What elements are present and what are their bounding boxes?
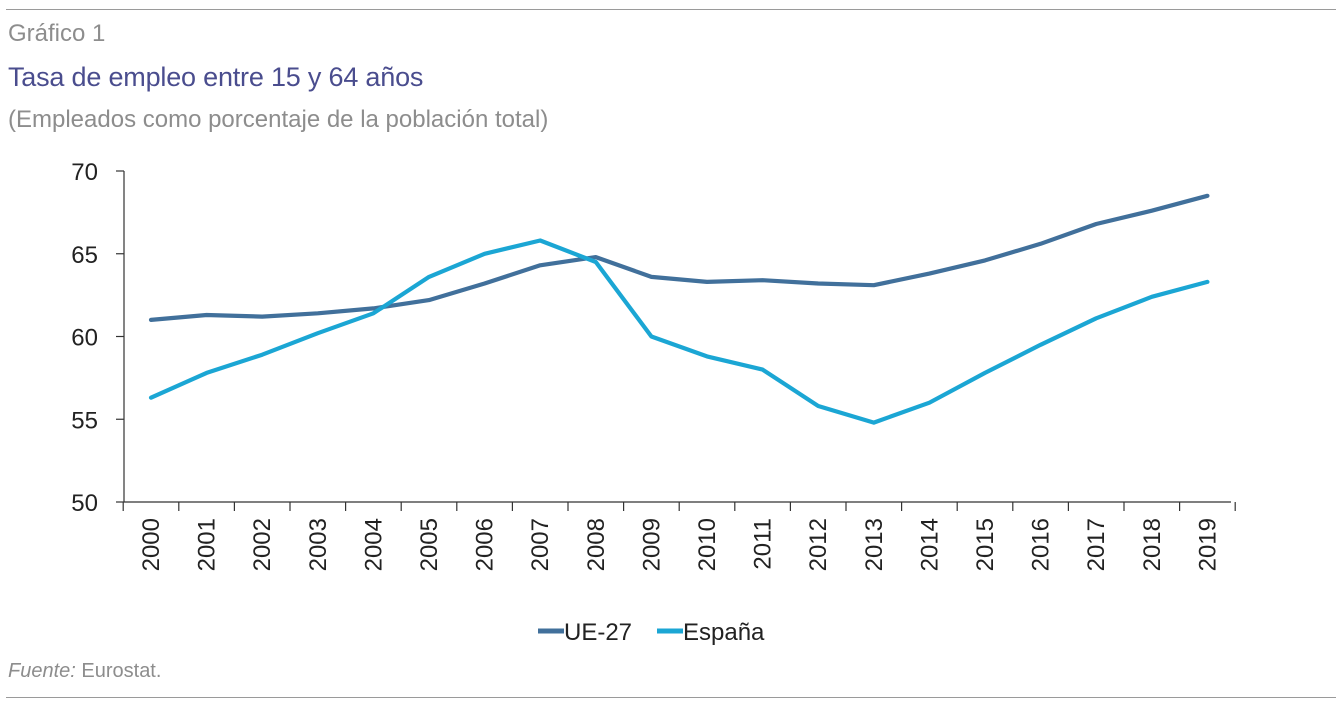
top-rule	[6, 9, 1336, 10]
x-tick-label: 2015	[972, 518, 999, 571]
line-chart: 50 55 60 65 70 2000 2001 2002 2003 2004 2005 2006 20…	[71, 159, 1236, 646]
x-tick-label: 2017	[1083, 518, 1110, 571]
figure-label: Gráfico 1	[8, 20, 106, 47]
x-tick-label: 2013	[861, 518, 888, 571]
source-label: Fuente:	[8, 660, 76, 682]
x-tick-label: 2014	[916, 518, 943, 571]
chart-subtitle: (Empleados como porcentaje de la poblaci…	[8, 106, 549, 133]
y-tick-label: 65	[71, 242, 98, 269]
series-line-ue27	[148, 193, 1210, 322]
series-line-espana	[148, 238, 1210, 425]
bottom-rule	[6, 697, 1336, 698]
x-tick-label: 2008	[583, 518, 610, 571]
x-tick-label: 2001	[194, 518, 221, 571]
source-text: Eurostat.	[75, 660, 162, 682]
x-tick-label: 2006	[472, 518, 499, 571]
y-tick-label: 55	[71, 407, 98, 434]
x-tick-label: 2002	[249, 518, 276, 571]
x-tick-label: 2012	[805, 518, 832, 571]
x-tick-label: 2018	[1139, 518, 1166, 571]
x-tick-label: 2011	[750, 518, 777, 570]
x-tick-label: 2003	[305, 518, 332, 571]
x-tick-label: 2019	[1194, 518, 1221, 571]
x-tick-label: 2005	[416, 518, 443, 571]
x-tick-label: 2009	[638, 518, 665, 571]
y-tick-label: 70	[71, 159, 98, 186]
x-tick-label: 2016	[1028, 518, 1055, 571]
y-tick-label: 50	[71, 490, 98, 517]
chart-title: Tasa de empleo entre 15 y 64 años	[8, 62, 424, 92]
x-tick-label: 2004	[360, 518, 387, 571]
legend-label-ue27: UE-27	[564, 619, 632, 646]
y-tick-label: 60	[71, 325, 98, 352]
x-tick-label: 2000	[138, 518, 165, 571]
x-tick-label: 2007	[527, 518, 554, 571]
source-note: Fuente: Eurostat.	[8, 660, 161, 683]
legend-label-espana: España	[683, 619, 765, 646]
x-tick-label: 2010	[694, 518, 721, 571]
